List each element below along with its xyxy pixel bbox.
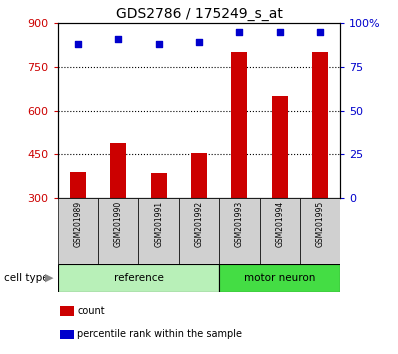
Bar bbox=[60, 330, 74, 339]
Bar bbox=[231, 52, 248, 198]
Bar bbox=[60, 306, 74, 316]
Text: GSM201992: GSM201992 bbox=[195, 201, 203, 247]
Point bbox=[317, 29, 323, 35]
Text: GSM201989: GSM201989 bbox=[73, 201, 82, 247]
Text: ▶: ▶ bbox=[45, 273, 53, 283]
Bar bbox=[312, 52, 328, 198]
Text: GSM201990: GSM201990 bbox=[114, 201, 123, 247]
Text: GSM201991: GSM201991 bbox=[154, 201, 163, 247]
Text: GSM201994: GSM201994 bbox=[275, 201, 284, 247]
Text: motor neuron: motor neuron bbox=[244, 273, 316, 283]
FancyBboxPatch shape bbox=[259, 198, 300, 264]
Point bbox=[115, 36, 121, 42]
Bar bbox=[191, 153, 207, 198]
Bar bbox=[70, 172, 86, 198]
Title: GDS2786 / 175249_s_at: GDS2786 / 175249_s_at bbox=[115, 7, 283, 21]
Point bbox=[196, 39, 202, 45]
Bar bbox=[110, 143, 126, 198]
Bar bbox=[272, 96, 288, 198]
Text: cell type: cell type bbox=[4, 273, 49, 283]
FancyBboxPatch shape bbox=[179, 198, 219, 264]
FancyBboxPatch shape bbox=[139, 198, 179, 264]
Point bbox=[236, 29, 242, 35]
Text: GSM201995: GSM201995 bbox=[316, 201, 325, 247]
Text: count: count bbox=[77, 306, 105, 316]
Text: reference: reference bbox=[113, 273, 164, 283]
FancyBboxPatch shape bbox=[219, 264, 340, 292]
FancyBboxPatch shape bbox=[98, 198, 139, 264]
Point bbox=[277, 29, 283, 35]
FancyBboxPatch shape bbox=[300, 198, 340, 264]
FancyBboxPatch shape bbox=[219, 198, 259, 264]
Bar bbox=[150, 173, 167, 198]
FancyBboxPatch shape bbox=[58, 198, 98, 264]
Point bbox=[75, 41, 81, 47]
FancyBboxPatch shape bbox=[58, 264, 219, 292]
Point bbox=[156, 41, 162, 47]
Text: percentile rank within the sample: percentile rank within the sample bbox=[77, 330, 242, 339]
Text: GSM201993: GSM201993 bbox=[235, 201, 244, 247]
